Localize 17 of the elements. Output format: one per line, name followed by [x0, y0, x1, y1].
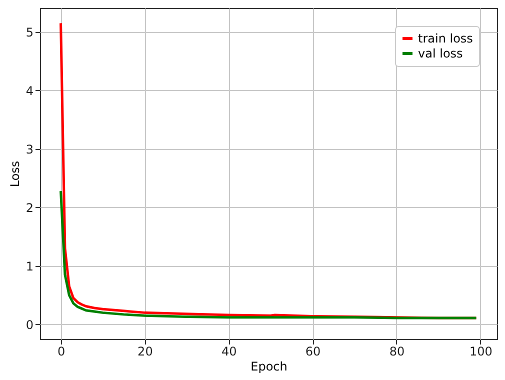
legend-label: train loss	[418, 32, 473, 46]
x-tick-label: 40	[221, 344, 237, 358]
y-tick-label: 0	[26, 318, 34, 332]
x-tick-label: 0	[57, 344, 66, 358]
y-axis-title: Loss	[8, 160, 22, 188]
x-tick-label: 80	[389, 344, 405, 358]
x-tick-label: 60	[305, 344, 321, 358]
y-tick-label: 4	[26, 84, 34, 98]
y-tick-label: 5	[26, 25, 34, 40]
line-series	[60, 190, 478, 320]
y-tick-label: 1	[26, 259, 34, 274]
y-tick-label: 3	[26, 142, 34, 156]
x-tick-label: 100	[469, 344, 492, 358]
x-axis-title: Epoch	[250, 360, 288, 374]
legend-label: val loss	[418, 46, 463, 60]
x-tick-label: 20	[138, 344, 153, 358]
y-tick-label: 2	[26, 200, 34, 215]
